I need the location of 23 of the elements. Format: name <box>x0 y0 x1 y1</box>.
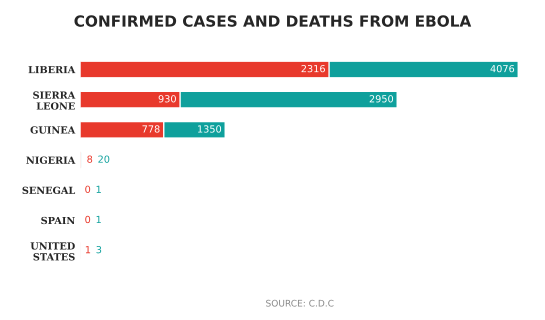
data-label: 20 <box>98 155 110 163</box>
data-label: 2950 <box>370 95 394 102</box>
data-label: 8 <box>87 155 92 163</box>
y-tick-label: SIERRA LEONE <box>33 91 76 110</box>
data-label: 1 <box>96 186 101 193</box>
data-label: 778 <box>142 125 160 133</box>
data-label: 1 <box>96 216 101 224</box>
y-tick-label: SENEGAL <box>22 186 76 194</box>
data-label: 0 <box>85 216 90 224</box>
y-tick-label: SPAIN <box>41 216 75 224</box>
y-tick-label: GUINEA <box>30 126 76 134</box>
data-label: 0 <box>85 186 90 193</box>
y-tick-label: UNITED STATES <box>30 242 75 261</box>
source-note: SOURCE: C.D.C <box>266 300 334 307</box>
data-label: 3 <box>96 246 102 254</box>
data-label: 930 <box>158 95 176 102</box>
data-label: 2316 <box>302 64 325 72</box>
data-label: 4076 <box>490 64 514 72</box>
data-label: 1 <box>86 246 90 254</box>
data-label: 1350 <box>198 125 222 133</box>
chart-title: CONFIRMED CASES AND DEATHS FROM EBOLA <box>74 15 472 27</box>
y-tick-label: LIBERIA <box>28 66 76 74</box>
y-tick-label: NIGERIA <box>26 156 76 164</box>
